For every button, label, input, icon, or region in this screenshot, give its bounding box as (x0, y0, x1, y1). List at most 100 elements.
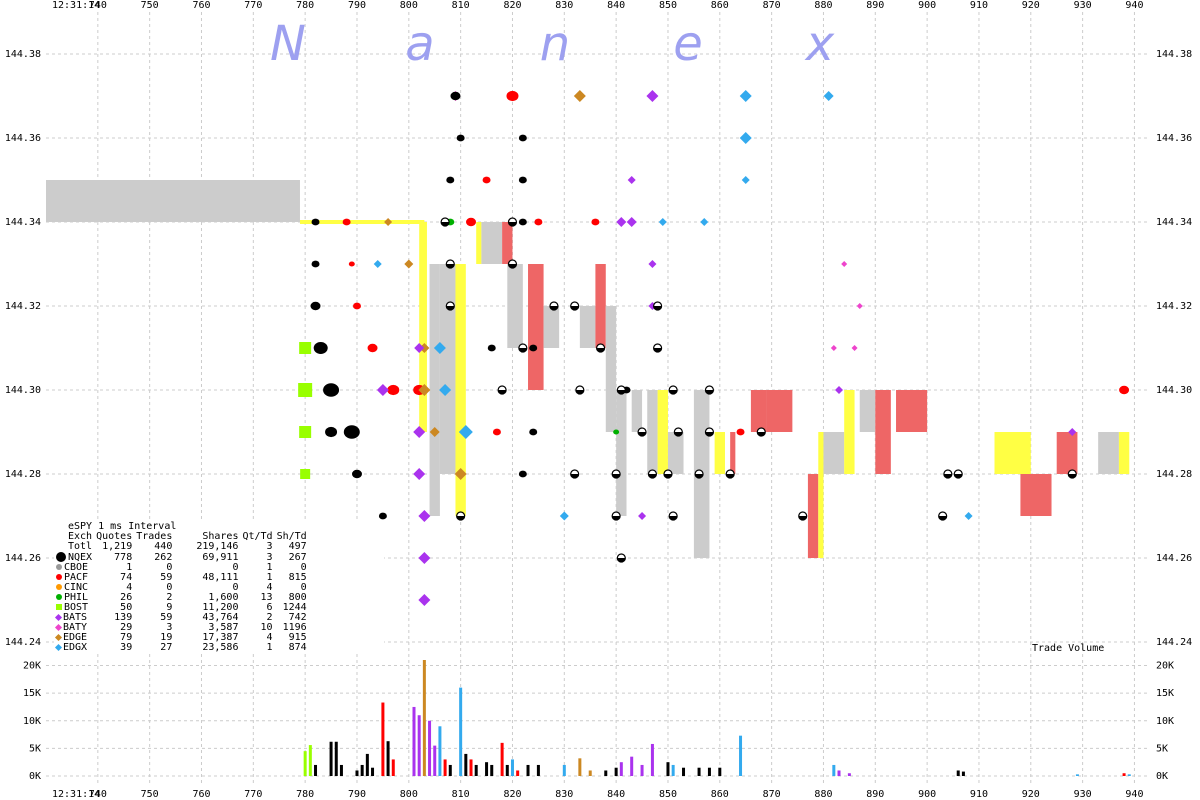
trade-marker-half (446, 264, 455, 268)
volume-bar (365, 753, 369, 776)
volume-bar (360, 764, 364, 776)
legend-trades-cell: 2 (166, 592, 173, 603)
x-tick-label-top: 860 (711, 0, 729, 11)
quote-marker-diamond (439, 384, 452, 396)
spread-bar (896, 390, 928, 432)
spread-bar (455, 264, 466, 516)
volume-bar (526, 764, 530, 776)
spread-bar (766, 390, 782, 432)
spread-bar (595, 264, 606, 348)
price-tick-label-right: 144.36 (1156, 133, 1192, 144)
quote-marker-diamond (964, 512, 973, 520)
x-tick-label-bottom: 770 (244, 789, 262, 800)
quote-marker-diamond (419, 343, 430, 353)
x-tick-label-bottom: 920 (1022, 789, 1040, 800)
legend-exch-cell: BOST (54, 603, 94, 613)
legend-header-sh-td: Sh/Td (276, 531, 307, 542)
volume-bar (619, 762, 623, 776)
trade-marker-half (938, 516, 947, 520)
spread-bar (605, 306, 617, 432)
legend-swatch (56, 552, 66, 562)
x-tick-label-bottom: 880 (814, 789, 832, 800)
legend-shares-cell: 23,586 (202, 642, 239, 653)
spread-bar (481, 222, 503, 264)
quote-marker-circle (325, 426, 338, 438)
legend-qt-td-cell: 4 (266, 632, 273, 643)
quote-marker-circle (518, 218, 527, 226)
volume-tick-label-right: 20K (1156, 661, 1174, 672)
legend-exch-cell: CBOE (54, 563, 94, 573)
legend-exch-label: BATY (63, 622, 88, 633)
trade-marker-half (798, 516, 807, 520)
quote-marker-circle (466, 217, 477, 227)
legend-qt-td-cell: 3 (266, 551, 273, 563)
volume-bar (832, 764, 836, 776)
quote-marker-circle (456, 134, 465, 142)
spread-bar (579, 306, 596, 348)
quote-marker-diamond (823, 91, 834, 101)
quote-marker-circle (518, 470, 527, 478)
price-tick-label-left: 144.36 (5, 133, 41, 144)
legend-row: PACF 74 59 48,111 1 815 (54, 573, 309, 583)
legend-exch-label: EDGE (63, 632, 88, 643)
volume-bar (1122, 773, 1126, 776)
quote-marker-diamond (433, 342, 446, 354)
volume-bar (433, 745, 437, 776)
volume-bar (630, 756, 634, 776)
price-tick-label-right: 144.30 (1156, 385, 1192, 396)
quote-marker-diamond (741, 176, 750, 184)
price-tick-label-right: 144.32 (1156, 301, 1192, 312)
trade-marker-half (943, 474, 952, 478)
legend-swatch (54, 623, 63, 631)
legend-quotes-cell: 74 (120, 572, 133, 583)
x-tick-label-top: 840 (607, 0, 625, 11)
legend-quotes-cell: 39 (120, 642, 133, 653)
legend-exch-cell: BATS (54, 613, 94, 623)
volume-tick-label-right: 10K (1156, 716, 1174, 727)
x-tick-label-bottom: 910 (970, 789, 988, 800)
legend-swatch (54, 643, 63, 651)
volume-bar (640, 764, 644, 776)
legend-exch-cell: EDGX (54, 643, 94, 653)
legend-trades-cell: 0 (166, 582, 173, 593)
legend-trades-cell: 262 (154, 551, 173, 563)
volume-bar (438, 726, 442, 776)
quote-marker-circle (387, 384, 400, 396)
quote-marker-diamond (739, 132, 752, 144)
legend-exch-label: Totl (68, 541, 93, 552)
volume-bar (1075, 774, 1079, 776)
volume-bar (650, 743, 654, 776)
quote-marker-circle (351, 469, 362, 479)
quote-marker-diamond (739, 90, 752, 102)
trade-marker-half (617, 390, 626, 394)
quote-marker-diamond (638, 512, 647, 520)
trade-marker-half (498, 390, 507, 394)
quote-marker-diamond (418, 510, 431, 522)
quote-marker-circle (591, 218, 600, 226)
volume-bar (510, 759, 514, 776)
legend-header-shares: Shares (202, 531, 239, 542)
legend-header-qt-td: Qt/Td (242, 531, 273, 542)
x-tick-label-top: 880 (814, 0, 832, 11)
x-tick-label-bottom: 740 (89, 789, 107, 800)
volume-bar (391, 759, 395, 776)
x-tick-label-bottom: 850 (659, 789, 677, 800)
quote-marker-diamond (1068, 428, 1077, 436)
legend-exch-label: BATS (63, 612, 88, 623)
legend-trades-cell: 19 (160, 632, 173, 643)
spread-bars (46, 180, 1130, 558)
quote-marker-circle (342, 218, 351, 226)
quote-marker-diamond (373, 260, 382, 268)
legend-qt-td-cell: 13 (260, 592, 273, 603)
trade-marker-half (669, 516, 678, 520)
volume-bar (739, 735, 743, 776)
x-tick-label-bottom: 870 (763, 789, 781, 800)
legend-trades-cell: 59 (160, 612, 173, 623)
legend-exch-label: BOST (64, 602, 89, 613)
x-tick-label-top: 770 (244, 0, 262, 11)
x-tick-label-bottom: 890 (866, 789, 884, 800)
quote-marker-diamond (841, 261, 848, 267)
legend-exch-label: EDGX (63, 642, 88, 653)
legend-shares-cell: 1,600 (208, 592, 239, 603)
quote-marker-circle (613, 429, 620, 435)
